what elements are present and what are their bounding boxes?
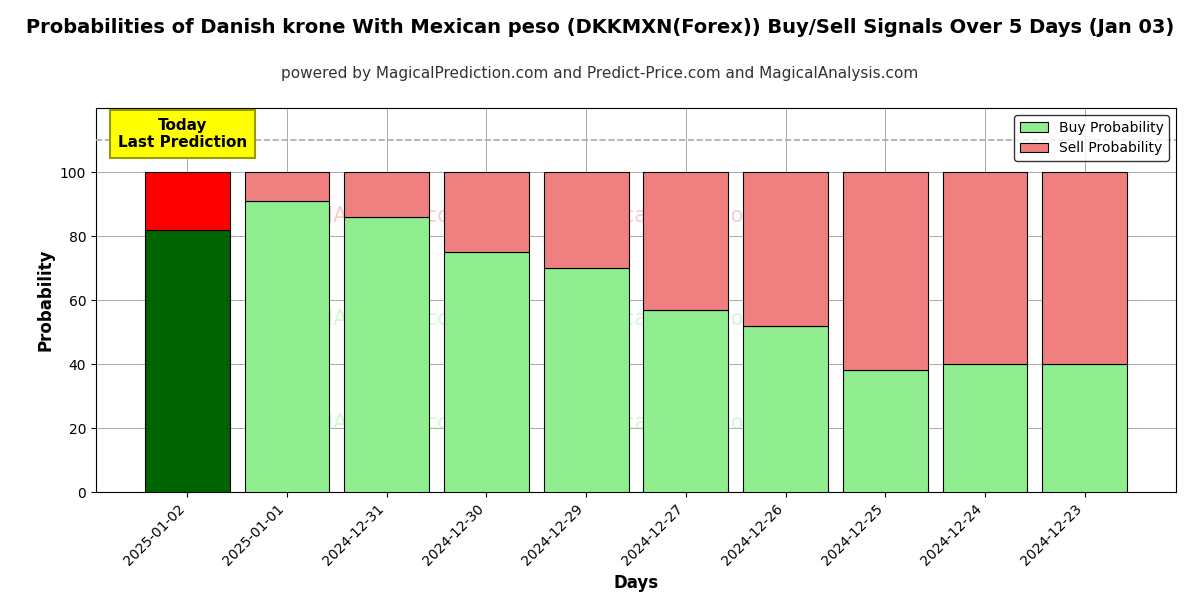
Bar xyxy=(643,172,728,310)
Legend: Buy Probability, Sell Probability: Buy Probability, Sell Probability xyxy=(1014,115,1169,161)
Text: calAnalysis.com: calAnalysis.com xyxy=(304,309,472,329)
Bar xyxy=(643,310,728,492)
Bar xyxy=(444,172,529,252)
Bar xyxy=(344,217,430,492)
Text: MagicalPrediction.com: MagicalPrediction.com xyxy=(572,206,808,226)
Bar xyxy=(544,172,629,268)
Y-axis label: Probability: Probability xyxy=(36,249,54,351)
Text: MagicalPrediction.com: MagicalPrediction.com xyxy=(572,309,808,329)
Bar xyxy=(245,172,330,201)
Text: calAnalysis.com: calAnalysis.com xyxy=(304,413,472,433)
Bar xyxy=(444,252,529,492)
Bar xyxy=(544,268,629,492)
Bar xyxy=(145,172,230,230)
Bar xyxy=(842,172,928,370)
Bar xyxy=(145,230,230,492)
Bar xyxy=(942,172,1027,364)
Text: calAnalysis.com: calAnalysis.com xyxy=(304,206,472,226)
Bar xyxy=(942,364,1027,492)
Bar xyxy=(743,326,828,492)
Bar xyxy=(1042,172,1127,364)
Bar xyxy=(245,201,330,492)
Text: MagicalPrediction.com: MagicalPrediction.com xyxy=(572,413,808,433)
X-axis label: Days: Days xyxy=(613,574,659,592)
Text: Probabilities of Danish krone With Mexican peso (DKKMXN(Forex)) Buy/Sell Signals: Probabilities of Danish krone With Mexic… xyxy=(26,18,1174,37)
Text: Today
Last Prediction: Today Last Prediction xyxy=(118,118,247,150)
Bar xyxy=(344,172,430,217)
Bar xyxy=(842,370,928,492)
Bar xyxy=(743,172,828,326)
Bar xyxy=(1042,364,1127,492)
Text: powered by MagicalPrediction.com and Predict-Price.com and MagicalAnalysis.com: powered by MagicalPrediction.com and Pre… xyxy=(281,66,919,81)
